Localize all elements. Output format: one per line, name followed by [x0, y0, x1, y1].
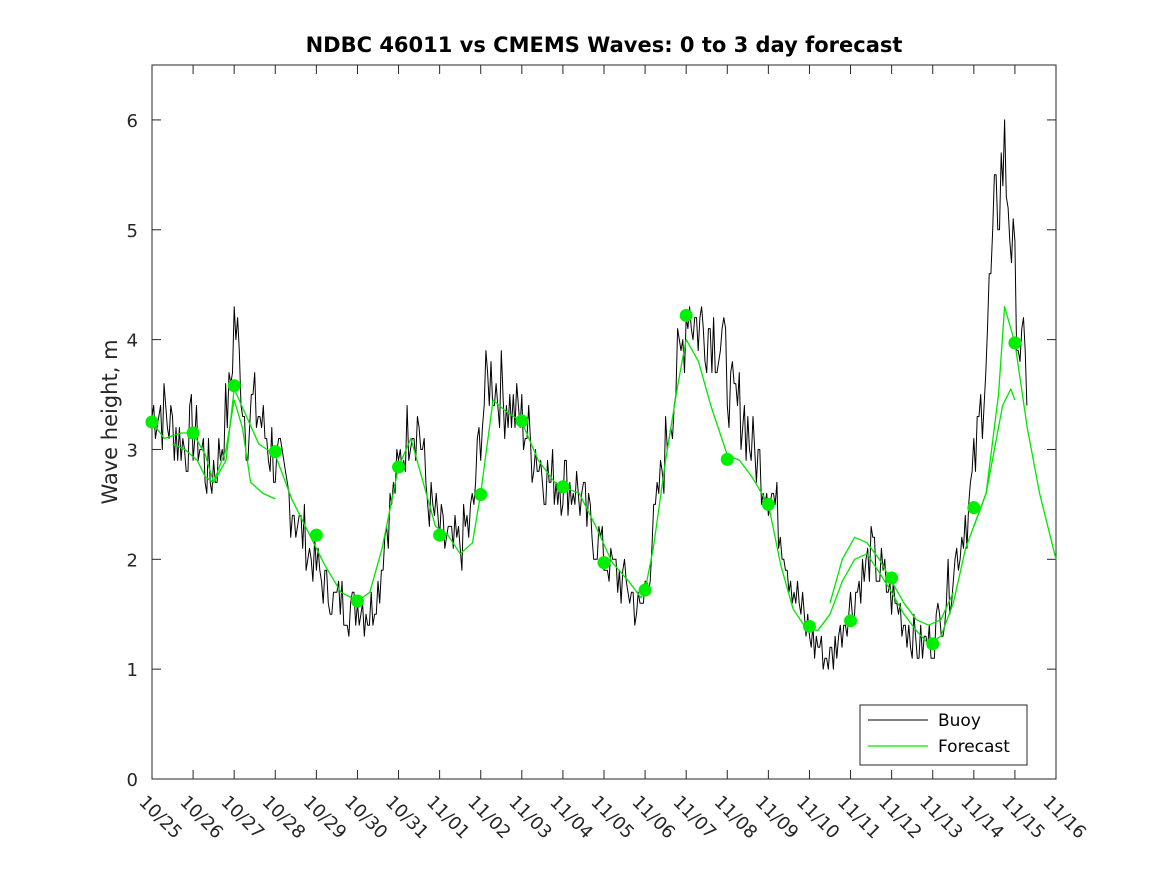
y-tick-label: 3: [127, 440, 138, 461]
forecast-marker: [186, 426, 200, 440]
legend-label-forecast: Forecast: [938, 737, 1010, 757]
y-axis-label: Wave height, m: [98, 339, 122, 504]
forecast-marker: [967, 501, 981, 515]
y-tick-label: 4: [127, 331, 138, 352]
forecast-marker: [145, 415, 159, 429]
chart-title: NDBC 46011 vs CMEMS Waves: 0 to 3 day fo…: [306, 33, 903, 57]
plot-area: [151, 64, 1057, 780]
forecast-marker: [474, 487, 488, 501]
series-line-forecast: [172, 399, 276, 500]
forecast-marker: [926, 637, 940, 651]
series-line-buoy: [151, 119, 1028, 670]
forecast-marker: [350, 594, 364, 608]
legend: Buoy Forecast: [859, 704, 1028, 766]
forecast-marker: [515, 414, 529, 428]
forecast-marker: [227, 379, 241, 393]
series-line-forecast: [973, 388, 1016, 527]
series-line-forecast: [151, 306, 1057, 645]
forecast-marker: [597, 556, 611, 570]
forecast-marker: [268, 445, 282, 459]
y-tick-label: 5: [127, 221, 138, 242]
forecast-marker: [309, 528, 323, 542]
forecast-marker: [556, 480, 570, 494]
forecast-marker: [885, 571, 899, 585]
forecast-marker: [802, 619, 816, 633]
y-tick-label: 2: [127, 550, 138, 571]
y-tick-label: 0: [127, 770, 138, 791]
forecast-marker: [638, 583, 652, 597]
legend-box: [859, 704, 1028, 766]
legend-label-buoy: Buoy: [938, 711, 981, 731]
y-tick-label: 1: [127, 660, 138, 681]
forecast-marker: [720, 452, 734, 466]
y-axis: 0 1 2 3 4 5 6: [127, 111, 1056, 791]
forecast-marker: [1008, 336, 1022, 350]
forecast-marker: [761, 497, 775, 511]
forecast-marker: [844, 614, 858, 628]
forecast-marker: [679, 308, 693, 322]
y-tick-label: 6: [127, 111, 138, 132]
forecast-marker: [392, 460, 406, 474]
forecast-marker: [433, 528, 447, 542]
marker-layer: [145, 308, 1022, 651]
